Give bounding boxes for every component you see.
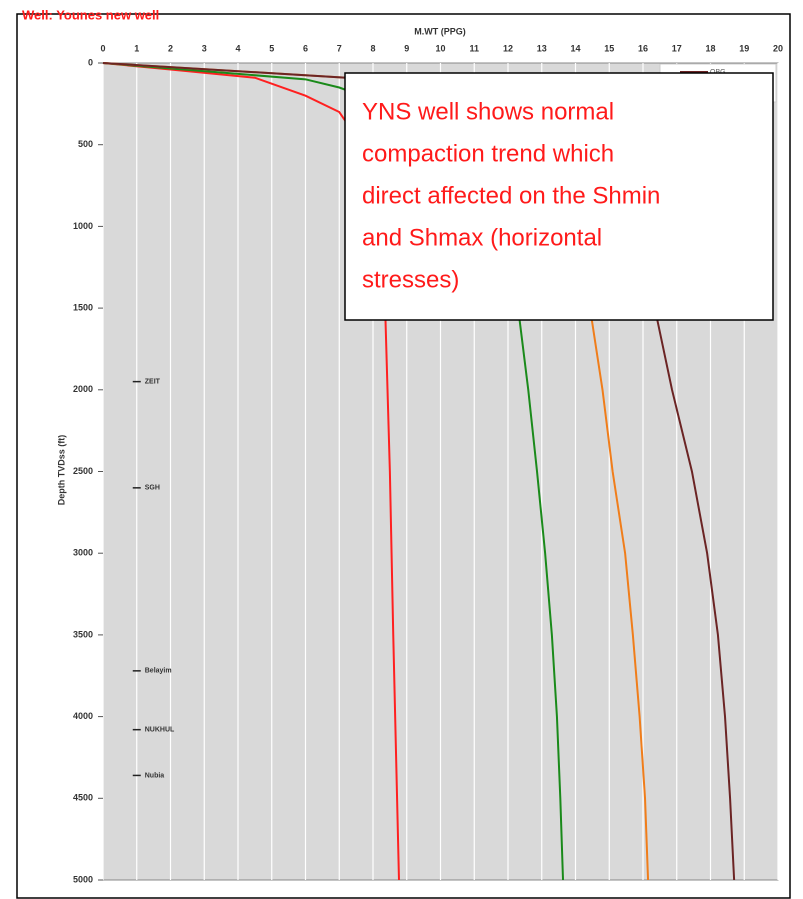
formation-label: SGH: [145, 485, 160, 492]
annotation-text: stresses): [362, 266, 459, 293]
x-tick-label: 20: [773, 43, 783, 53]
x-tick-label: 5: [269, 43, 274, 53]
x-tick-label: 16: [638, 43, 648, 53]
y-tick-label: 3500: [73, 629, 93, 639]
x-tick-label: 3: [202, 43, 207, 53]
y-tick-label: 4500: [73, 793, 93, 803]
formation-label: ZEIT: [145, 378, 161, 385]
formation-label: Nubia: [145, 772, 165, 779]
annotation-text: direct affected on the Shmin: [362, 182, 660, 209]
x-tick-label: 14: [570, 43, 580, 53]
x-tick-label: 0: [100, 43, 105, 53]
formation-label: NUKHUL: [145, 727, 175, 734]
y-tick-label: 500: [78, 139, 93, 149]
x-tick-label: 7: [337, 43, 342, 53]
y-tick-label: 2500: [73, 466, 93, 476]
x-tick-label: 1: [134, 43, 139, 53]
formation-label: Belayim: [145, 668, 172, 675]
y-tick-label: 1000: [73, 221, 93, 231]
annotation-text: YNS well shows normal: [362, 98, 614, 125]
y-axis-label: Depth TVDss (ft): [56, 435, 66, 506]
y-tick-label: 2000: [73, 384, 93, 394]
x-tick-label: 11: [469, 43, 479, 53]
annotation-text: compaction trend which: [362, 140, 614, 167]
x-tick-label: 4: [235, 43, 240, 53]
x-tick-label: 13: [537, 43, 547, 53]
x-tick-label: 10: [435, 43, 445, 53]
x-tick-label: 2: [168, 43, 173, 53]
y-tick-label: 3000: [73, 548, 93, 558]
x-tick-label: 17: [672, 43, 682, 53]
y-tick-label: 4000: [73, 711, 93, 721]
y-tick-label: 1500: [73, 302, 93, 312]
x-tick-label: 15: [604, 43, 614, 53]
x-tick-label: 6: [303, 43, 308, 53]
x-axis-label: M.WT (PPG): [414, 26, 466, 36]
annotation-box: [344, 72, 774, 321]
y-tick-label: 0: [88, 57, 93, 67]
annotation-text: and Shmax (horizontal: [362, 224, 602, 251]
x-tick-label: 9: [404, 43, 409, 53]
x-tick-label: 19: [739, 43, 749, 53]
y-tick-label: 5000: [73, 874, 93, 884]
chart-title: Well: Younes new well: [22, 7, 159, 22]
x-tick-label: 12: [503, 43, 513, 53]
x-tick-label: 8: [370, 43, 375, 53]
x-tick-label: 18: [705, 43, 715, 53]
